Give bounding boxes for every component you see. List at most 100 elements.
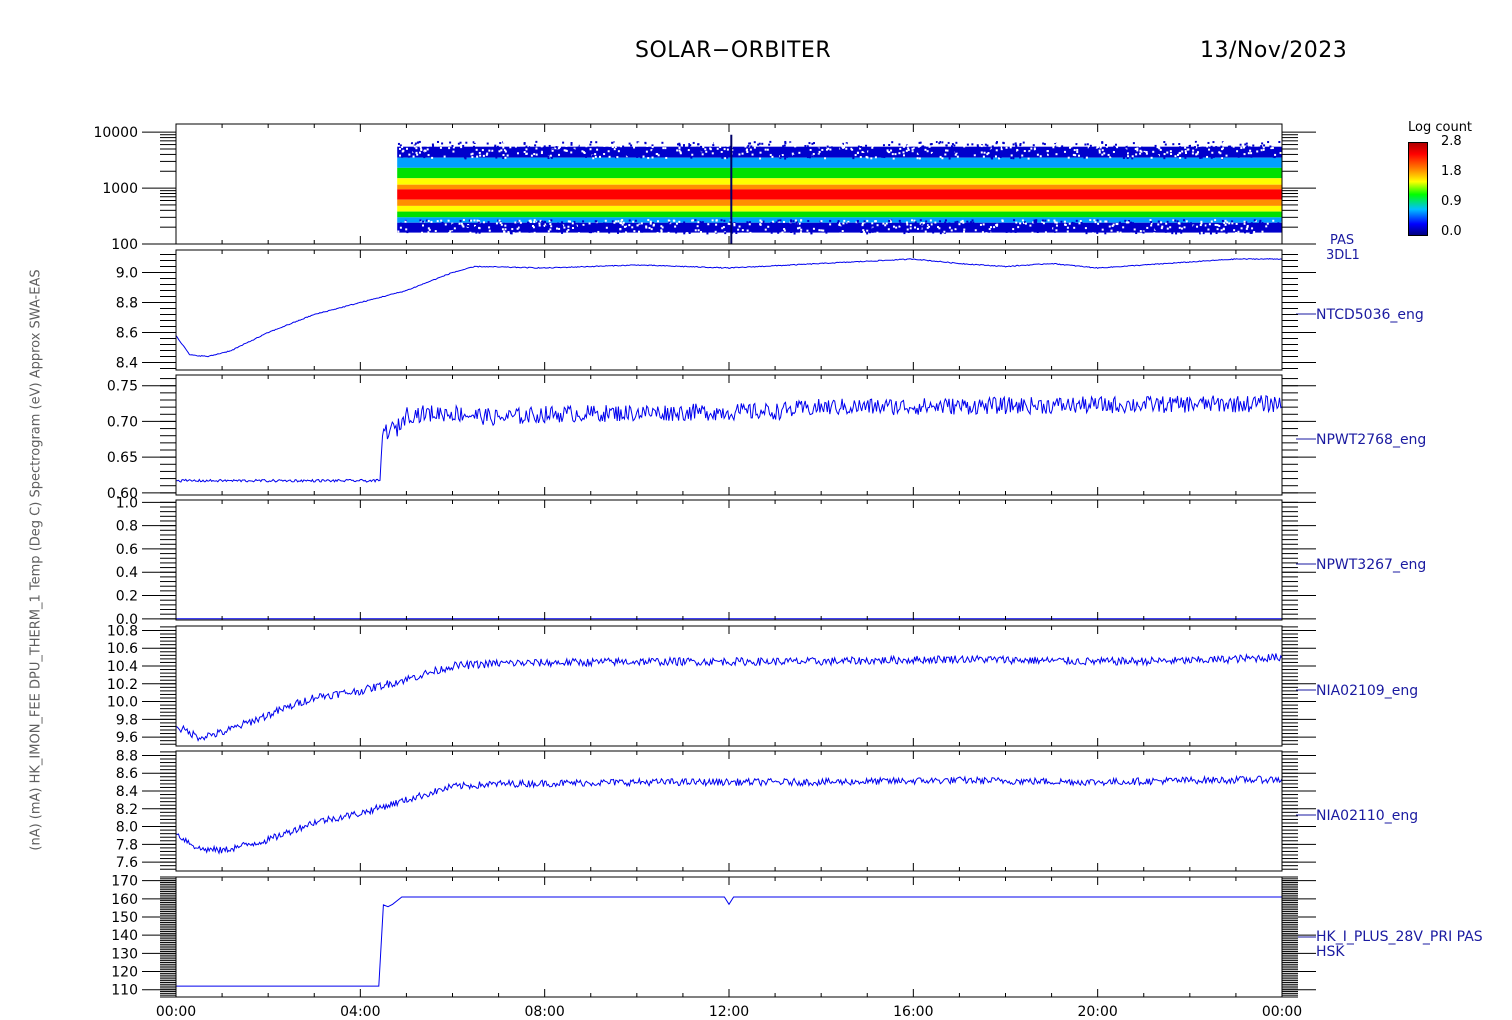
spectrogram-speckle bbox=[956, 155, 959, 158]
spectrogram-speckle bbox=[1058, 145, 1061, 148]
spectrogram-speckle bbox=[516, 152, 519, 155]
spectrogram-speckle bbox=[1054, 221, 1057, 224]
spectrogram-speckle bbox=[968, 222, 971, 225]
spectrogram-speckle bbox=[911, 147, 914, 150]
spectrogram-speckle bbox=[941, 141, 944, 144]
spectrogram-speckle bbox=[990, 228, 993, 231]
spectrogram-speckle bbox=[1231, 220, 1234, 223]
spectrogram-speckle bbox=[1030, 147, 1033, 150]
spectrogram-speckle bbox=[952, 225, 955, 228]
spectrogram-speckle bbox=[1128, 220, 1131, 223]
spectrogram-speckle bbox=[630, 147, 633, 150]
spectrogram-speckle bbox=[823, 150, 826, 153]
spectrogram-speckle bbox=[764, 148, 767, 151]
spectrogram-speckle bbox=[511, 228, 514, 231]
spectrogram-speckle bbox=[705, 150, 708, 153]
y-tick-label: 0.70 bbox=[107, 414, 138, 430]
spectrogram-speckle bbox=[538, 222, 541, 225]
spectrogram-speckle bbox=[548, 220, 551, 223]
spectrogram-speckle bbox=[503, 230, 506, 233]
spectrogram-speckle bbox=[460, 222, 463, 225]
spectrogram-speckle bbox=[577, 148, 580, 151]
spectrogram-band bbox=[397, 178, 1282, 185]
spectrogram-speckle bbox=[1095, 146, 1098, 149]
spectrogram-speckle bbox=[892, 225, 895, 228]
spectrogram-speckle bbox=[1243, 231, 1246, 234]
spectrogram-speckle bbox=[983, 151, 986, 154]
spectrogram-speckle bbox=[930, 151, 933, 154]
spectrogram-speckle bbox=[1096, 231, 1099, 234]
spectrogram-speckle bbox=[934, 221, 937, 224]
spectrogram-speckle bbox=[1055, 229, 1058, 232]
spectrogram-speckle bbox=[523, 150, 526, 153]
spectrogram-speckle bbox=[850, 142, 853, 145]
spectrogram-speckle bbox=[1235, 231, 1238, 234]
spectrogram-speckle bbox=[726, 148, 729, 151]
spectrogram-speckle bbox=[1261, 141, 1264, 144]
spectrogram-speckle bbox=[970, 221, 973, 224]
spectrogram-speckle bbox=[563, 149, 566, 152]
spectrogram-speckle bbox=[526, 145, 529, 148]
spectrogram-speckle bbox=[594, 232, 597, 235]
spectrogram-speckle bbox=[1028, 150, 1031, 153]
spectrogram-speckle bbox=[1231, 141, 1234, 144]
spectrogram-speckle bbox=[614, 146, 617, 149]
spectrogram-speckle bbox=[409, 141, 412, 144]
spectrogram-speckle bbox=[726, 144, 729, 147]
spectrogram-speckle bbox=[928, 223, 931, 226]
spectrogram-speckle bbox=[1268, 141, 1271, 144]
spectrogram-band bbox=[397, 211, 1282, 218]
spectrogram-speckle bbox=[541, 228, 544, 231]
spectrogram-speckle bbox=[1071, 221, 1074, 224]
spectrogram-speckle bbox=[902, 151, 905, 154]
spectrogram-speckle bbox=[458, 222, 461, 225]
spectrogram-speckle bbox=[414, 142, 417, 145]
spectrogram-speckle bbox=[1107, 153, 1110, 156]
spectrogram-speckle bbox=[526, 226, 529, 229]
spectrogram-speckle bbox=[1074, 154, 1077, 157]
spectrogram-speckle bbox=[504, 150, 507, 153]
spectrogram-speckle bbox=[1021, 219, 1024, 222]
spectrogram-speckle bbox=[1108, 225, 1111, 228]
spectrogram-speckle bbox=[786, 155, 789, 158]
spectrogram-speckle bbox=[1125, 145, 1128, 148]
spectrogram-speckle bbox=[1165, 222, 1168, 225]
spectrogram-speckle bbox=[694, 229, 697, 232]
spectrogram-speckle bbox=[639, 147, 642, 150]
spectrogram-speckle bbox=[829, 219, 832, 222]
spectrogram-speckle bbox=[1046, 150, 1049, 153]
spectrogram-speckle bbox=[1107, 223, 1110, 226]
y-tick-label: 7.6 bbox=[116, 855, 138, 871]
spectrogram-speckle bbox=[1237, 155, 1240, 158]
spectrogram-speckle bbox=[762, 220, 765, 223]
spectrogram-speckle bbox=[1174, 155, 1177, 158]
spectrogram-speckle bbox=[974, 229, 977, 232]
spectrogram-speckle bbox=[1063, 220, 1066, 223]
spectrogram-speckle bbox=[845, 143, 848, 146]
spectrogram-speckle bbox=[720, 150, 723, 153]
spectrogram-speckle bbox=[567, 220, 570, 223]
spectrogram-speckle bbox=[932, 231, 935, 234]
spectrogram-speckle bbox=[647, 219, 650, 222]
spectrogram-speckle bbox=[1124, 148, 1127, 151]
spectrogram-speckle bbox=[714, 230, 717, 233]
spectrogram-speckle bbox=[746, 229, 749, 232]
spectrogram-speckle bbox=[866, 227, 869, 230]
spectrogram-speckle bbox=[645, 225, 648, 228]
spectrogram-speckle bbox=[620, 230, 623, 233]
spectrogram-speckle bbox=[928, 145, 931, 148]
spectrogram-speckle bbox=[582, 220, 585, 223]
spectrogram-speckle bbox=[887, 146, 890, 149]
spectrogram-speckle bbox=[847, 222, 850, 225]
spectrogram-speckle bbox=[1271, 147, 1274, 150]
spectrogram-speckle bbox=[1157, 154, 1160, 157]
spectrogram-speckle bbox=[711, 141, 714, 144]
spectrogram-speckle bbox=[1113, 145, 1116, 148]
panel-frame bbox=[175, 374, 1283, 496]
spectrogram-speckle bbox=[1207, 228, 1210, 231]
spectrogram-speckle bbox=[755, 141, 758, 144]
spectrogram-speckle bbox=[436, 140, 439, 143]
colorbar bbox=[1408, 142, 1428, 236]
y-tick-label: 9.8 bbox=[116, 712, 138, 728]
